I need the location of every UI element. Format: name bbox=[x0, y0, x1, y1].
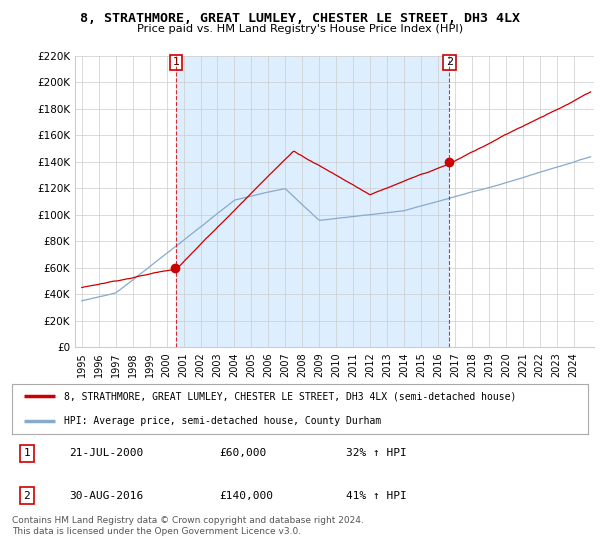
Text: 30-AUG-2016: 30-AUG-2016 bbox=[70, 491, 144, 501]
Text: Price paid vs. HM Land Registry's House Price Index (HPI): Price paid vs. HM Land Registry's House … bbox=[137, 24, 463, 34]
Text: 2: 2 bbox=[446, 58, 453, 67]
Text: 8, STRATHMORE, GREAT LUMLEY, CHESTER LE STREET, DH3 4LX (semi-detached house): 8, STRATHMORE, GREAT LUMLEY, CHESTER LE … bbox=[64, 391, 516, 401]
Bar bbox=[176, 56, 449, 347]
Text: £140,000: £140,000 bbox=[220, 491, 274, 501]
Text: 8, STRATHMORE, GREAT LUMLEY, CHESTER LE STREET, DH3 4LX: 8, STRATHMORE, GREAT LUMLEY, CHESTER LE … bbox=[80, 12, 520, 25]
Text: 1: 1 bbox=[172, 58, 179, 67]
Text: £60,000: £60,000 bbox=[220, 449, 266, 459]
Text: 21-JUL-2000: 21-JUL-2000 bbox=[70, 449, 144, 459]
Text: 1: 1 bbox=[23, 449, 30, 459]
Text: Contains HM Land Registry data © Crown copyright and database right 2024.
This d: Contains HM Land Registry data © Crown c… bbox=[12, 516, 364, 536]
Text: 2: 2 bbox=[23, 491, 30, 501]
Text: HPI: Average price, semi-detached house, County Durham: HPI: Average price, semi-detached house,… bbox=[64, 417, 381, 426]
Text: 32% ↑ HPI: 32% ↑ HPI bbox=[346, 449, 407, 459]
Text: 41% ↑ HPI: 41% ↑ HPI bbox=[346, 491, 407, 501]
